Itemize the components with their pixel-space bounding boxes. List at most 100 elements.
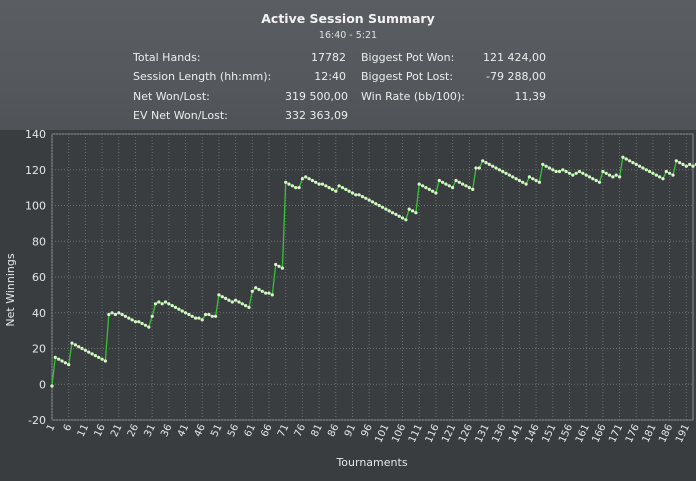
data-point xyxy=(374,202,378,206)
data-point xyxy=(521,180,525,184)
data-point xyxy=(197,316,201,320)
x-tick-label: 46 xyxy=(193,423,208,439)
data-point xyxy=(167,302,171,306)
data-point xyxy=(684,164,688,168)
data-point xyxy=(344,187,348,191)
data-point xyxy=(571,173,575,177)
data-point xyxy=(234,298,238,302)
data-point xyxy=(170,304,174,308)
data-point xyxy=(437,178,441,183)
data-point xyxy=(163,300,168,304)
data-point xyxy=(394,212,398,216)
data-point xyxy=(327,186,331,190)
x-tick-label: 166 xyxy=(591,423,609,445)
data-point xyxy=(634,162,638,166)
data-point xyxy=(614,173,618,177)
x-tick-label: 21 xyxy=(109,423,124,439)
data-point xyxy=(160,302,164,306)
data-point xyxy=(220,295,224,299)
data-point xyxy=(618,175,622,179)
data-point xyxy=(477,166,481,170)
data-point xyxy=(310,178,314,183)
data-point xyxy=(107,312,111,317)
data-point xyxy=(674,159,678,163)
x-tick-label: 191 xyxy=(674,423,692,445)
data-point xyxy=(431,189,435,193)
x-tick-label: 1 xyxy=(45,423,58,433)
x-tick-label: 26 xyxy=(126,423,141,439)
y-tick-label: -20 xyxy=(28,414,46,427)
x-tick-label: 6 xyxy=(62,423,75,433)
x-tick-label: 141 xyxy=(507,423,525,445)
data-point xyxy=(494,166,498,170)
x-tick-label: 86 xyxy=(326,423,341,439)
net-won-lost-label: Net Won/Lost: xyxy=(133,90,210,103)
session-length-label: Session Length (hh:mm): xyxy=(133,70,272,83)
data-point xyxy=(304,175,308,179)
data-point xyxy=(53,355,57,359)
win-rate-label: Win Rate (bb/100): xyxy=(361,90,465,103)
data-point xyxy=(173,305,178,309)
data-point xyxy=(414,211,418,215)
data-point xyxy=(577,169,582,174)
data-point xyxy=(367,198,371,202)
data-point xyxy=(497,168,501,172)
data-point xyxy=(611,175,615,179)
data-point xyxy=(217,293,221,297)
data-point xyxy=(330,187,334,191)
data-point xyxy=(504,171,508,175)
data-point xyxy=(591,177,595,181)
data-point xyxy=(654,173,658,177)
data-point xyxy=(531,177,535,181)
data-point xyxy=(210,314,214,318)
data-point xyxy=(214,314,218,318)
data-point xyxy=(83,348,87,352)
data-point xyxy=(110,311,114,315)
data-point xyxy=(200,318,204,322)
data-point xyxy=(387,209,391,213)
data-point xyxy=(244,304,248,308)
data-point xyxy=(554,169,558,174)
data-point xyxy=(277,264,281,268)
data-point xyxy=(397,214,401,218)
data-point xyxy=(537,180,542,184)
x-tick-label: 56 xyxy=(226,423,241,439)
data-point xyxy=(658,175,662,179)
data-point xyxy=(461,182,465,186)
data-point xyxy=(491,164,495,168)
data-point xyxy=(587,175,592,179)
y-tick-label: 80 xyxy=(32,235,46,248)
x-tick-label: 71 xyxy=(276,423,291,439)
data-point xyxy=(260,289,264,293)
data-point xyxy=(334,189,338,193)
data-point xyxy=(307,177,311,181)
data-point xyxy=(471,187,475,191)
data-point xyxy=(411,209,415,213)
data-point xyxy=(464,184,468,188)
data-point xyxy=(691,164,695,168)
data-point xyxy=(153,302,158,306)
data-point xyxy=(70,341,74,345)
x-axis-label: Tournaments xyxy=(335,456,407,469)
data-point xyxy=(103,359,107,363)
y-tick-label: 140 xyxy=(25,130,46,141)
data-point xyxy=(444,182,448,186)
x-tick-label: 116 xyxy=(424,423,442,445)
data-point xyxy=(117,311,121,315)
data-point xyxy=(190,314,194,318)
biggest-pot-won-value: 121 424,00 xyxy=(483,51,546,64)
data-point xyxy=(621,155,625,159)
data-point xyxy=(451,186,455,190)
x-tick-label: 66 xyxy=(259,423,274,439)
data-point xyxy=(290,184,294,188)
x-tick-label: 171 xyxy=(607,423,625,445)
data-point xyxy=(63,361,67,365)
data-point xyxy=(421,184,425,188)
data-point xyxy=(648,169,652,174)
data-point xyxy=(370,200,375,204)
data-point xyxy=(557,169,562,174)
net-won-lost-value: 319 500,00 xyxy=(285,90,348,103)
data-point xyxy=(501,169,505,174)
x-tick-label: 131 xyxy=(474,423,492,445)
data-point xyxy=(294,186,298,190)
